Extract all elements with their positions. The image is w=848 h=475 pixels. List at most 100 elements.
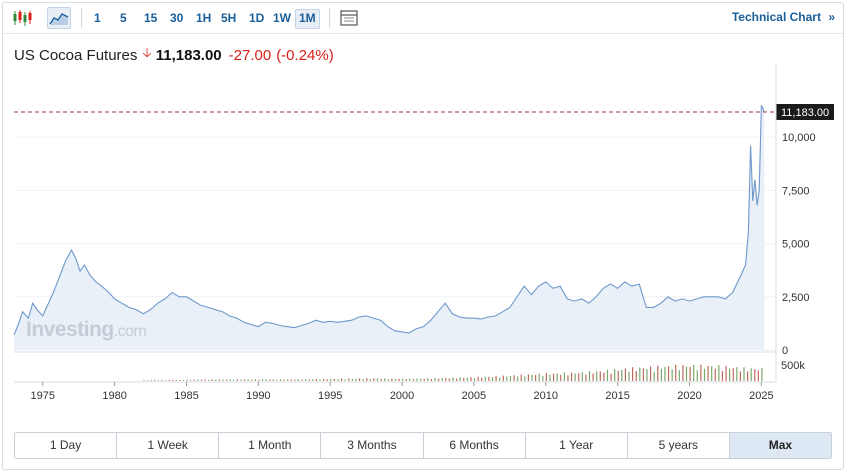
volume-bar [369,378,371,381]
interval-1d[interactable]: 1D [249,11,265,25]
volume-bar [535,375,537,381]
range-3-months[interactable]: 3 Months [321,433,424,458]
volume-bar [592,373,594,381]
volume-bar [348,378,350,381]
interval-30[interactable]: 30 [170,11,184,25]
volume-bar [761,367,763,381]
volume-bar [646,369,648,381]
volume-bar [391,378,393,381]
volume-bar [470,377,472,381]
volume-bar [477,376,479,381]
candlestick-icon[interactable] [11,7,33,29]
interval-5[interactable]: 5 [120,11,127,25]
x-tick-label: 1975 [31,390,55,402]
volume-bar [570,372,573,381]
table-layout-icon[interactable] [338,7,360,29]
volume-bar [509,375,512,381]
range-1-day[interactable]: 1 Day [15,433,118,458]
range-max[interactable]: Max [729,433,831,458]
y-tick-label: 2,500 [782,292,810,304]
volume-bar [524,376,526,381]
volume-bar [427,378,429,381]
volume-bar [491,377,494,381]
range-selector: 1 Day 1 Week 1 Month 3 Months 6 Months 1… [14,432,832,459]
investing-watermark-logo: Investing.com [26,318,147,342]
volume-bar [725,366,727,381]
volume-bar [549,374,551,381]
volume-bar [305,379,307,381]
price-chart[interactable]: 11,183.00 0 2,500 5,000 7,500 10,000 1975 198… [0,0,848,430]
volume-bar [441,378,443,381]
volume-bar [696,370,698,381]
y-tick-label: 5,000 [782,239,810,251]
volume-bar [596,371,598,381]
interval-1h[interactable]: 1H [196,11,212,25]
volume-bar [211,379,213,381]
volume-bar [642,368,645,381]
volume-bar [714,368,716,381]
double-chevron-right-icon: » [828,10,835,24]
interval-15[interactable]: 15 [144,11,158,25]
volume-bar [711,366,713,381]
toolbar-divider [329,8,330,28]
volume-bar [614,369,616,381]
volume-bar [312,379,314,381]
technical-chart-link[interactable]: Technical Chart » [732,10,835,24]
volume-bar [351,378,353,381]
volume-bar [157,380,159,381]
volume-bar [624,368,627,381]
technical-chart-label: Technical Chart [731,10,821,24]
volume-bar [560,374,562,381]
price-change: -27.00 [228,46,272,64]
interval-1[interactable]: 1 [94,11,101,25]
range-1-year[interactable]: 1 Year [525,433,628,458]
quote-header: US Cocoa Futures 🡣 11,183.00 -27.00 (-0.… [14,45,334,65]
volume-bar [261,379,264,381]
volume-bar [502,375,504,381]
volume-bar [445,377,447,381]
volume-bar [319,379,321,381]
range-1-week[interactable]: 1 Week [117,433,220,458]
volume-bar [466,377,468,381]
volume-bar [574,373,576,381]
volume-bar [635,371,637,381]
volume-bar [703,368,706,381]
volume-bar [588,371,591,381]
volume-bar [603,372,605,381]
range-1-month[interactable]: 1 Month [219,433,322,458]
range-5-years[interactable]: 5 years [627,433,730,458]
volume-bar [757,370,759,381]
volume-bar [455,378,458,381]
volume-bar [283,379,285,381]
volume-bar [689,366,691,381]
interval-5h[interactable]: 5H [221,11,237,25]
toolbar-divider [81,8,82,28]
range-6-months[interactable]: 6 Months [423,433,526,458]
volume-bar [387,379,389,381]
volume-bar [416,378,418,381]
x-tick-label: 2010 [534,390,558,402]
volume-bar [218,379,221,381]
volume-bar [265,379,267,381]
volume-bar [423,378,425,381]
volume-bar [355,378,357,381]
volume-bars [143,364,763,381]
volume-bar [685,366,688,381]
volume-bar [200,379,203,381]
interval-1m[interactable]: 1M [295,9,320,29]
volume-bar [233,379,235,381]
volume-bar [538,373,540,381]
volume-bar [739,371,742,381]
volume-bar [358,378,361,381]
volume-bar [315,378,318,381]
volume-bar [621,369,623,381]
volume-bar [563,372,565,381]
volume-bar [186,379,188,381]
volume-bar [380,378,382,381]
volume-bar [732,368,734,381]
volume-bar [617,370,619,381]
volume-bar [718,365,720,381]
volume-bar [409,378,411,381]
area-chart-icon[interactable] [47,7,71,29]
interval-1w[interactable]: 1W [273,11,291,25]
